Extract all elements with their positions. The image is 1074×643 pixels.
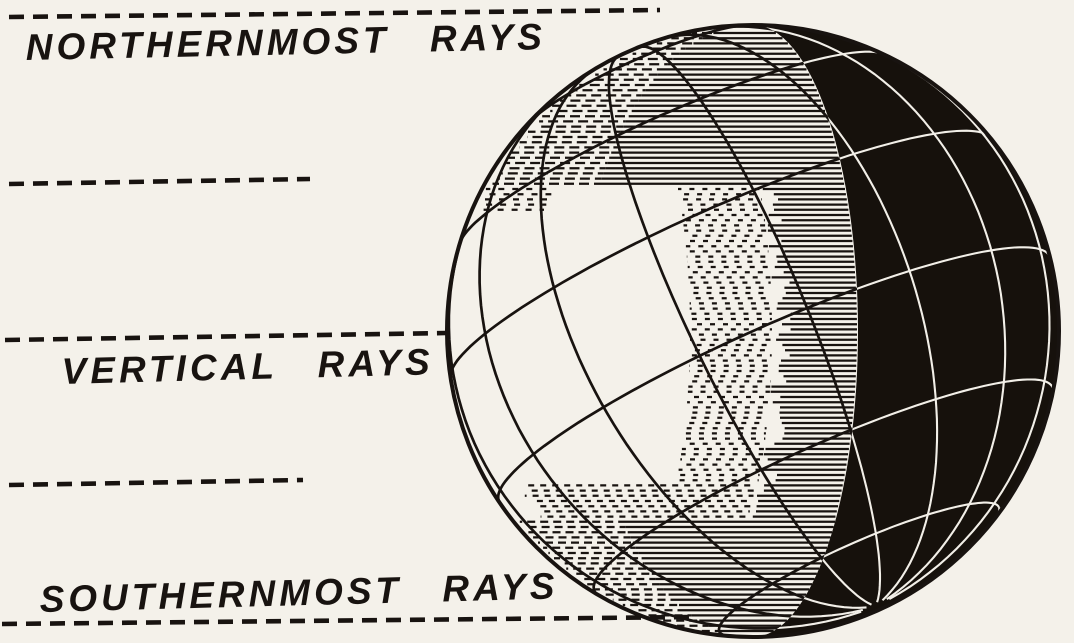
label-southernmost-rays: SOUTHERNMOST RAYS — [39, 565, 559, 620]
earth-globe — [445, 23, 1061, 639]
sun-ray-dashed-lines — [1, 7, 693, 627]
night-hemisphere — [753, 25, 1059, 637]
label-northernmost-rays: NORTHERNMOST RAYS — [25, 16, 546, 68]
southernmost-ray-line — [1, 614, 693, 627]
globe-outline — [445, 23, 1061, 639]
upper-middle-ray-line — [8, 176, 311, 187]
label-vertical-rays: VERTICAL RAYS — [61, 341, 434, 392]
vertical-ray-line — [4, 330, 447, 343]
lower-middle-ray-line — [8, 477, 304, 488]
northernmost-ray-line — [8, 7, 661, 20]
